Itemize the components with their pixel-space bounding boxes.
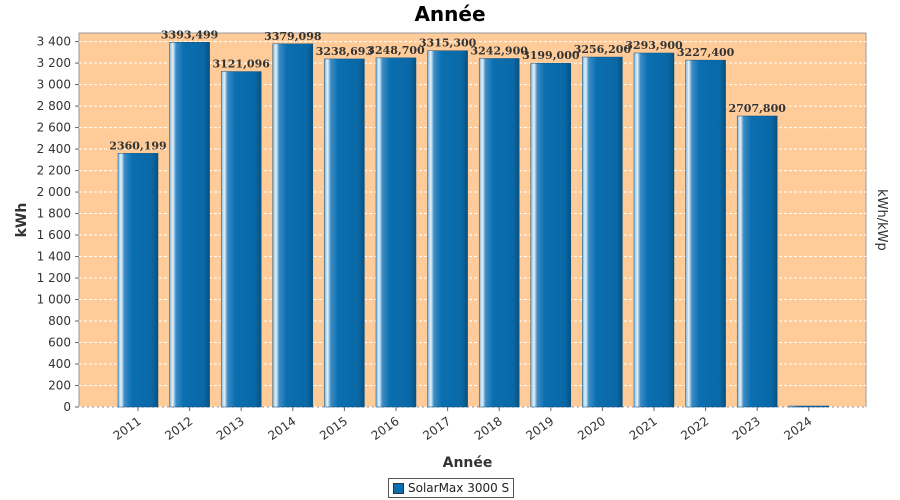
legend-swatch <box>393 482 404 494</box>
bar-2011 <box>117 153 159 408</box>
x-tick-label-2011: 2011 <box>111 414 144 443</box>
y-tick-label: 1 000 <box>37 293 71 307</box>
y-tick-label: 600 <box>48 336 71 350</box>
grid-lines <box>79 41 866 408</box>
legend-label: SolarMax 3000 S <box>408 481 510 495</box>
y-tick-label: 2 000 <box>37 185 71 199</box>
data-label-2019: 3199,000 <box>522 49 580 62</box>
bars <box>117 42 830 408</box>
x-axis: 2011 2012 2013 2014 2015 2016 2017 2018 2019 2020… <box>111 407 815 443</box>
data-label-2015: 3238,693 <box>316 45 373 58</box>
x-tick-label-2020: 2020 <box>575 414 608 443</box>
y-tick-label: 1 200 <box>37 271 71 285</box>
x-tick-label-2013: 2013 <box>214 414 247 443</box>
x-tick-label-2023: 2023 <box>730 414 763 443</box>
bar-2019 <box>530 62 572 408</box>
plot-area <box>78 32 867 408</box>
data-labels: 2360,199 3393,499 3121,096 3379,098 3238,693… <box>109 28 786 152</box>
y-tick-label: 200 <box>48 379 71 393</box>
y-tick-label: 2 600 <box>37 121 71 135</box>
bar-2015 <box>324 58 365 408</box>
x-tick-label-2018: 2018 <box>472 414 505 443</box>
legend: SolarMax 3000 S <box>388 478 515 498</box>
data-label-2016: 3248,700 <box>367 44 425 57</box>
y-tick-label: 1 600 <box>37 228 71 242</box>
y-tick-label: 3 400 <box>37 35 71 49</box>
y-tick-label: 400 <box>48 357 71 371</box>
y-tick-label: 2 800 <box>37 99 71 113</box>
y-axis: 0 200 400 600 800 1 000 1 200 1 400 1 600 1 800 2 … <box>37 35 79 414</box>
x-tick-label-2019: 2019 <box>523 414 556 443</box>
bar-2023 <box>736 115 778 408</box>
y-tick-label: 2 200 <box>37 164 71 178</box>
y-tick-label: 1 800 <box>37 207 71 221</box>
bar-2022 <box>685 59 726 408</box>
data-label-2017: 3315,300 <box>419 37 477 50</box>
x-axis-label: Année <box>443 455 493 471</box>
chart-title: Année <box>414 2 486 26</box>
y-tick-label: 3 200 <box>37 56 71 70</box>
bar-2020 <box>582 56 623 408</box>
data-label-2012: 3393,499 <box>161 28 218 41</box>
data-label-2022: 3227,400 <box>677 46 735 59</box>
x-tick-label-2024: 2024 <box>781 414 814 443</box>
y-tick-label: 1 400 <box>37 250 71 264</box>
data-label-2013: 3121,096 <box>212 58 270 71</box>
bar-2024 <box>788 405 830 408</box>
y-tick-label: 800 <box>48 314 71 328</box>
x-tick-label-2022: 2022 <box>678 414 711 443</box>
bar-2017 <box>427 50 468 408</box>
x-tick-label-2016: 2016 <box>369 414 402 443</box>
x-tick-label-2012: 2012 <box>162 414 195 443</box>
data-label-2023: 2707,800 <box>728 102 786 115</box>
y-tick-label: 2 400 <box>37 142 71 156</box>
x-tick-label-2015: 2015 <box>317 414 350 443</box>
data-label-2021: 3293,900 <box>625 39 683 52</box>
bar-2013 <box>220 71 262 408</box>
bar-2021 <box>633 52 675 408</box>
x-tick-label-2017: 2017 <box>420 414 453 443</box>
bar-2014 <box>272 43 314 408</box>
x-tick-label-2021: 2021 <box>627 414 660 443</box>
data-label-2020: 3256,200 <box>574 43 632 56</box>
y-axis-label: kWh <box>14 203 30 238</box>
x-tick-label-2014: 2014 <box>265 414 298 443</box>
data-label-2011: 2360,199 <box>109 139 166 152</box>
y2-axis-label: kWh/kWp <box>874 189 889 251</box>
y-tick-label: 3 000 <box>37 78 71 92</box>
bar-2018 <box>478 58 520 408</box>
bar-2012 <box>169 42 210 408</box>
data-label-2014: 3379,098 <box>264 30 322 43</box>
data-label-2018: 3242,900 <box>470 44 528 57</box>
bar-2016 <box>375 57 417 408</box>
y-tick-label: 0 <box>63 400 71 414</box>
